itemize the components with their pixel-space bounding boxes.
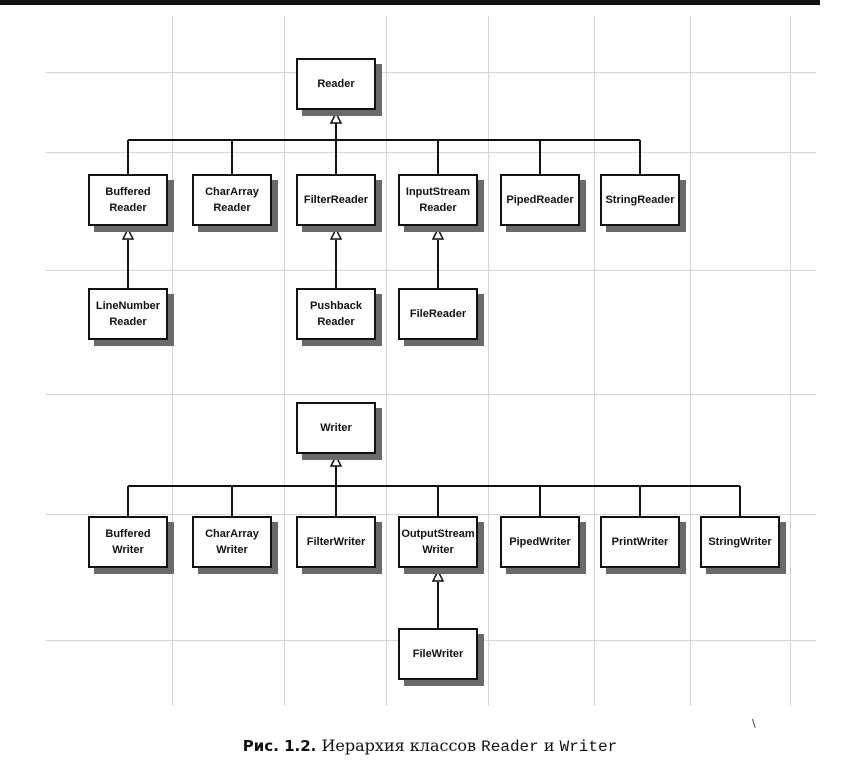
reader-sub-arrowhead xyxy=(121,227,135,240)
caption-text: Иерархия классов xyxy=(316,736,482,755)
caption-conj: и xyxy=(538,736,560,755)
piped-reader-box: PipedReader xyxy=(500,174,580,226)
figure-caption: Рис. 1.2. Иерархия классов Reader и Writ… xyxy=(0,736,860,756)
filter-reader-box: FilterReader xyxy=(296,174,376,226)
grid-line xyxy=(790,16,791,706)
chararray-writer-box: CharArray Writer xyxy=(192,516,272,568)
grid-line xyxy=(46,514,816,515)
file-writer-box: FileWriter xyxy=(398,628,478,680)
linenumber-reader-box: LineNumber Reader xyxy=(88,288,168,340)
grid-line xyxy=(46,394,816,395)
file-reader-box: FileReader xyxy=(398,288,478,340)
reader-sub-arrowhead xyxy=(431,227,445,240)
top-rule xyxy=(0,0,820,5)
print-writer-box: PrintWriter xyxy=(600,516,680,568)
grid-line xyxy=(46,72,816,73)
chararray-reader-box: CharArray Reader xyxy=(192,174,272,226)
grid-line xyxy=(284,16,285,706)
grid-line xyxy=(172,16,173,706)
reader-sub-arrowhead xyxy=(329,227,343,240)
stray-mark: \ xyxy=(752,717,756,730)
buffered-reader-box: Buffered Reader xyxy=(88,174,168,226)
caption-writer: Writer xyxy=(559,738,618,756)
string-reader-box: StringReader xyxy=(600,174,680,226)
writer-sub-arrowhead xyxy=(431,569,445,582)
writer-arrowhead xyxy=(329,454,343,467)
grid-line xyxy=(46,152,816,153)
reader-box: Reader xyxy=(296,58,376,110)
writer-box: Writer xyxy=(296,402,376,454)
pushback-reader-box: Pushback Reader xyxy=(296,288,376,340)
buffered-writer-box: Buffered Writer xyxy=(88,516,168,568)
piped-writer-box: PipedWriter xyxy=(500,516,580,568)
filter-writer-box: FilterWriter xyxy=(296,516,376,568)
grid-line xyxy=(46,270,816,271)
grid-line xyxy=(594,16,595,706)
inputstream-reader-box: InputStream Reader xyxy=(398,174,478,226)
grid-line xyxy=(488,16,489,706)
string-writer-box: StringWriter xyxy=(700,516,780,568)
outputstream-writer-box: OutputStream Writer xyxy=(398,516,478,568)
grid-line xyxy=(690,16,691,706)
caption-label: Рис. 1.2. xyxy=(242,737,317,755)
caption-reader: Reader xyxy=(481,738,539,756)
grid-line xyxy=(386,16,387,706)
reader-arrowhead xyxy=(329,111,343,124)
